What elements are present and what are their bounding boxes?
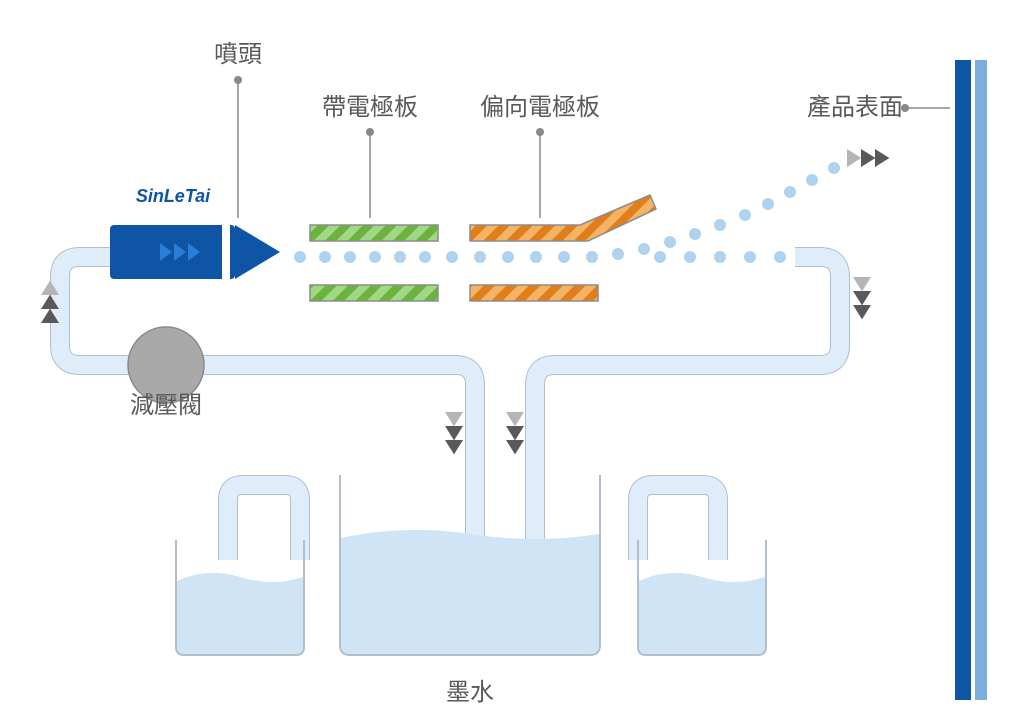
label-ink: 墨水 <box>446 679 494 706</box>
brand-logo-text: SinLeTai <box>136 186 211 206</box>
label-charge: 帶電極板 <box>322 94 418 121</box>
charging-electrode-plates <box>310 225 438 301</box>
label-deflect: 偏向電極板 <box>480 94 600 121</box>
deflection-electrode-plates <box>470 195 656 301</box>
label-nozzle: 噴頭 <box>214 41 262 68</box>
print-head-nozzle: SinLeTai <box>110 186 280 279</box>
ink-droplets <box>294 162 840 263</box>
inkjet-diagram: SinLeTai 噴頭帶電極板 偏向電極板 產品表面減壓閥墨水 <box>0 0 1013 728</box>
product-surface-bar <box>955 60 987 700</box>
label-valve: 減壓閥 <box>130 392 202 419</box>
label-product: 產品表面 <box>807 94 903 121</box>
